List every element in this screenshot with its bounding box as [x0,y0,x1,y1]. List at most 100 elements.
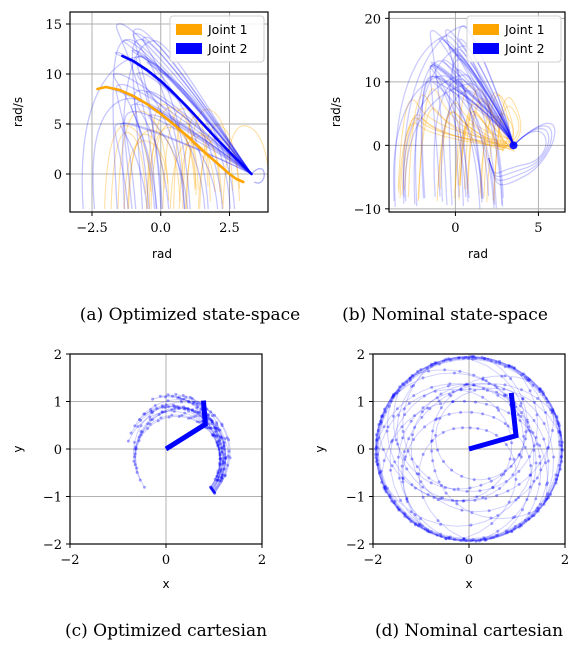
trace-point [538,390,542,394]
trace-point [421,406,425,410]
trace-point [216,469,220,473]
joint2-trajectory [452,54,515,198]
trace-line [376,357,562,541]
trace-point [559,455,563,459]
trace-point [397,413,401,417]
trace-point [218,461,222,465]
trace-point [557,429,561,433]
trace-point [399,498,403,502]
trace-point [223,437,227,441]
trace-point [436,498,440,502]
joint2-trajectory [456,48,515,198]
trace-point [520,411,524,415]
trace-point [400,464,404,468]
trace-point [220,436,224,440]
trace-point [468,486,472,490]
trace-point [557,431,561,435]
trace-point [387,404,391,408]
joint2-trajectory [131,38,253,210]
trace-point [402,450,406,454]
trace-point [518,452,522,456]
trace-point [171,394,175,398]
trace-point [426,406,430,410]
trace-point [448,535,452,539]
trace-point [485,429,489,433]
trace-point [220,476,224,480]
trace-point [198,414,202,418]
trace-point [557,421,561,425]
trace-point [559,454,563,458]
trace-line [134,416,221,489]
trace-line [377,410,555,502]
legend-label: Joint 1 [504,22,545,37]
trace-point [420,410,424,414]
trace-line [411,369,542,528]
joint2-trajectory [402,25,515,204]
trace-point [495,494,499,498]
trace-point [483,357,487,361]
trace-point [520,508,524,512]
joint1-trajectory [104,125,152,210]
trace-point [538,387,542,391]
trace-point [395,391,399,395]
trace-point [431,459,435,463]
joint1-trajectory [123,140,169,210]
trace-point [210,433,214,437]
trace-point [212,490,216,494]
joint2-trajectory [448,58,515,206]
trace-point [404,455,408,459]
y-tick-label: 2 [357,348,365,363]
trace-point [191,400,195,404]
trace-point [166,399,170,403]
trace-point [418,523,422,527]
trace-point [427,369,431,373]
trace-point [481,395,485,399]
trace-point [375,438,379,442]
trace-point [410,433,414,437]
trace-point [535,506,539,510]
trace-point [544,397,548,401]
trace-point [452,488,456,492]
trace-point [528,473,532,477]
trace-point [397,389,401,393]
joint1-trajectory [117,110,170,210]
trace-point [183,407,187,411]
trace-point [439,402,443,406]
trace-point [408,376,412,380]
trace-point [213,477,217,481]
trace-point [444,491,448,495]
trace-point [538,443,542,447]
subplot-c: −2 0 2 −2 −1 0 1 2 x y (c) Optimized cartesian [11,348,267,641]
trace-point [391,392,395,396]
trace-point [189,416,193,420]
x-tick-label: −2 [363,553,382,568]
trace-point [139,418,143,422]
trace-point [220,422,224,426]
trace-point [441,430,445,434]
trace-point [209,426,213,430]
trace-point [218,467,222,471]
trace-point [383,488,387,492]
trace-point [554,473,558,477]
trace-point [179,398,183,402]
trace-point [132,459,136,463]
trace-point [544,483,548,487]
trace-point [496,533,500,537]
trace-point [504,443,508,447]
trace-point [390,464,394,468]
trace-point [421,452,425,456]
joint1-trajectory [222,125,268,210]
trace-point [137,439,141,443]
trace-line [375,355,564,542]
trace-line [127,410,225,494]
trace-point [401,382,405,386]
trace-point [224,456,228,460]
trace-point [430,439,434,443]
trace-point [223,461,227,465]
trace-point [503,374,507,378]
joint2-trajectory [123,110,252,210]
trace-point [527,425,531,429]
trace-point [462,499,466,503]
trace-point [538,482,542,486]
trace-point [395,407,399,411]
